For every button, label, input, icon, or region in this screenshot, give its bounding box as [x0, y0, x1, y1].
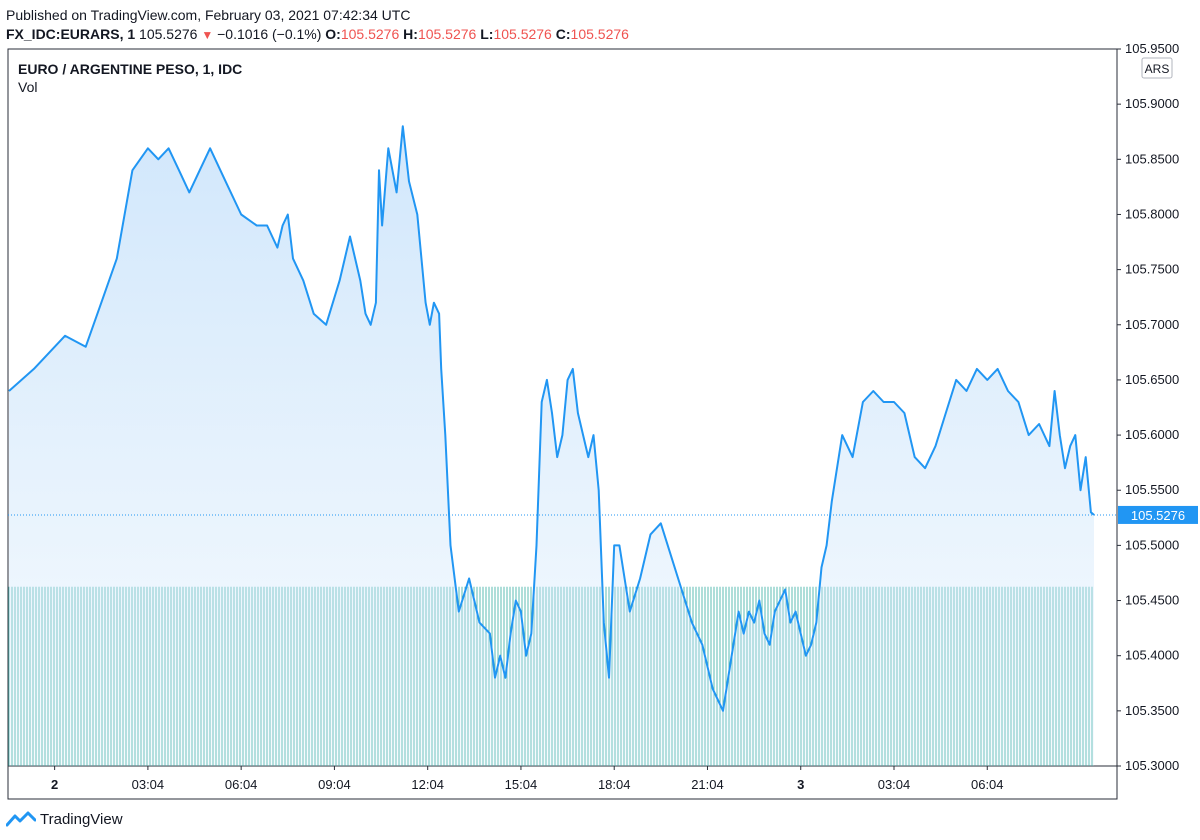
y-tick-label: 105.6500: [1125, 372, 1179, 387]
last-price: 105.5276: [139, 26, 198, 42]
x-tick-label: 03:04: [878, 777, 911, 792]
brand-name[interactable]: TradingView: [40, 810, 123, 828]
y-tick-label: 105.7500: [1125, 262, 1179, 277]
y-tick-label: 105.3000: [1125, 758, 1179, 773]
symbol-name[interactable]: FX_IDC:EURARS, 1: [6, 26, 136, 42]
y-tick-label: 105.6000: [1125, 427, 1179, 442]
x-tick-label: 21:04: [691, 777, 724, 792]
x-tick-label: 03:04: [132, 777, 165, 792]
low-label: L:: [480, 26, 494, 42]
tradingview-logo-icon: [6, 811, 36, 827]
close-label: C:: [555, 26, 571, 42]
volume-legend[interactable]: Vol: [18, 79, 37, 95]
down-arrow-icon: ▼: [201, 28, 214, 42]
chart-title[interactable]: EURO / ARGENTINE PESO, 1, IDC: [18, 61, 242, 77]
y-tick-label: 105.9000: [1125, 96, 1179, 111]
last-price-tag-label: 105.5276: [1131, 508, 1185, 523]
high-value: 105.5276: [417, 26, 477, 42]
open-label: O:: [325, 26, 341, 42]
x-tick-label: 15:04: [505, 777, 538, 792]
price-axis[interactable]: 105.9500 105.9000 105.8500 105.8000 105.7500…: [1117, 41, 1179, 773]
y-tick-label: 105.3500: [1125, 703, 1179, 718]
time-axis[interactable]: 2 03:04 06:04 09:04 12:04 15:04 18:04 21:04 3 03:…: [51, 766, 1004, 792]
price-area-fill: [9, 126, 1094, 766]
price-change: −0.1016 (−0.1%): [217, 26, 322, 42]
x-tick-label: 3: [797, 777, 804, 792]
y-tick-label: 105.4000: [1125, 648, 1179, 663]
last-price-tag: [1118, 505, 1198, 524]
footer: TradingView: [6, 810, 123, 828]
open-value: 105.5276: [340, 26, 400, 42]
close-value: 105.5276: [570, 26, 629, 42]
x-tick-label: 2: [51, 777, 58, 792]
y-tick-label: 105.5000: [1125, 537, 1179, 552]
x-tick-label: 18:04: [598, 777, 631, 792]
y-tick-label: 105.4500: [1125, 593, 1179, 608]
high-label: H:: [403, 26, 418, 42]
x-tick-label: 09:04: [318, 777, 351, 792]
y-tick-label: 105.8500: [1125, 151, 1179, 166]
x-tick-label: 06:04: [225, 777, 258, 792]
y-tick-label: 105.5500: [1125, 482, 1179, 497]
low-value: 105.5276: [493, 26, 552, 42]
symbol-info-bar: FX_IDC:EURARS, 1 105.5276 ▼ −0.1016 (−0.…: [6, 26, 629, 42]
currency-badge[interactable]: [1141, 57, 1173, 79]
currency-label: ARS: [1145, 62, 1170, 76]
price-line[interactable]: [8, 125, 1095, 712]
y-tick-label: 105.7000: [1125, 317, 1179, 332]
x-tick-label: 12:04: [411, 777, 444, 792]
y-tick-label: 105.9500: [1125, 41, 1179, 56]
y-tick-label: 105.8000: [1125, 206, 1179, 221]
published-caption: Published on TradingView.com, February 0…: [6, 7, 411, 23]
x-tick-label: 06:04: [971, 777, 1004, 792]
